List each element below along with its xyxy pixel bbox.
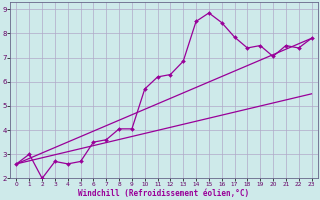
- X-axis label: Windchill (Refroidissement éolien,°C): Windchill (Refroidissement éolien,°C): [78, 189, 250, 198]
